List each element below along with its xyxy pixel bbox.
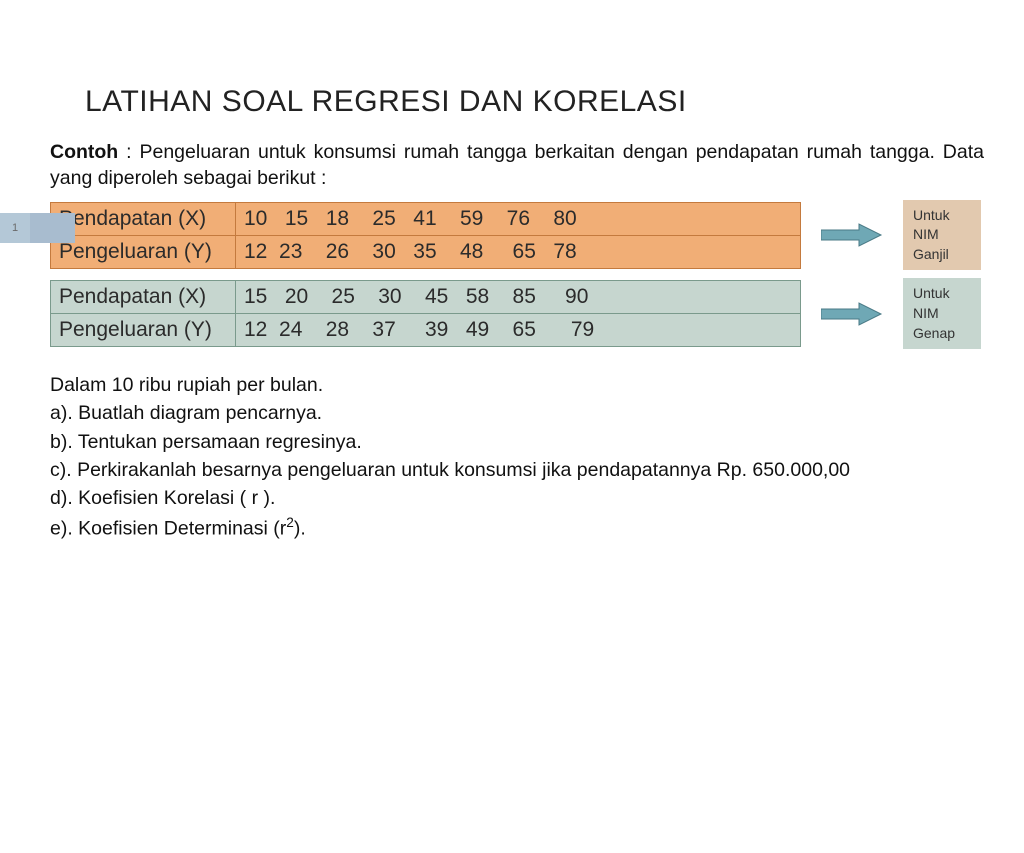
body-l5: e). Koefisien Determinasi (r2). — [50, 513, 984, 543]
table-row: Pengeluaran (Y) 12 23 26 30 35 48 65 78 — [51, 235, 801, 268]
body-l1: a). Buatlah diagram pencarnya. — [50, 399, 984, 427]
note1-l2: NIM — [913, 225, 971, 245]
title-bar: LATIHAN SOAL REGRESI DAN KORELASI — [30, 85, 1024, 119]
t2-r1-vals: 15 20 25 30 45 58 85 90 — [236, 281, 801, 314]
body-l4: d). Koefisien Korelasi ( r ). — [50, 484, 984, 512]
note2-l3: Genap — [913, 324, 971, 344]
data-table-1: Pendapatan (X) 10 15 18 25 41 59 76 80 P… — [50, 202, 801, 269]
note2-l2: NIM — [913, 304, 971, 324]
intro-text: : Pengeluaran untuk konsumsi rumah tangg… — [50, 141, 984, 189]
intro-label: Contoh — [50, 141, 118, 163]
title-accent-bar — [30, 213, 75, 243]
t2-r1-label: Pendapatan (X) — [51, 281, 236, 314]
body-l5-pre: e). Koefisien Determinasi (r — [50, 517, 286, 539]
page-title: LATIHAN SOAL REGRESI DAN KORELASI — [85, 85, 687, 119]
table1-row: Pendapatan (X) 10 15 18 25 41 59 76 80 P… — [50, 200, 984, 271]
note2-l1: Untuk — [913, 284, 971, 304]
table-row: Pendapatan (X) 10 15 18 25 41 59 76 80 — [51, 202, 801, 235]
t1-r2-label: Pengeluaran (Y) — [51, 235, 236, 268]
questions-block: Dalam 10 ribu rupiah per bulan. a). Buat… — [50, 371, 984, 542]
body-l5-post: ). — [294, 517, 306, 539]
page-number: 1 — [12, 222, 18, 234]
arrow-shape — [821, 224, 881, 246]
body-l3: c). Perkirakanlah besarnya pengeluaran u… — [50, 456, 984, 484]
t1-r2-vals: 12 23 26 30 35 48 65 78 — [236, 235, 801, 268]
t1-r1-vals: 10 15 18 25 41 59 76 80 — [236, 202, 801, 235]
content-area: Contoh : Pengeluaran untuk konsumsi ruma… — [50, 139, 984, 542]
body-l0: Dalam 10 ribu rupiah per bulan. — [50, 371, 984, 399]
body-l2: b). Tentukan persamaan regresinya. — [50, 428, 984, 456]
intro-paragraph: Contoh : Pengeluaran untuk konsumsi ruma… — [50, 139, 984, 192]
note-genap: Untuk NIM Genap — [903, 278, 981, 349]
arrow-icon — [821, 301, 883, 327]
t2-r2-label: Pengeluaran (Y) — [51, 314, 236, 347]
body-l5-sup: 2 — [286, 515, 294, 530]
page-number-badge: 1 — [0, 213, 30, 243]
table-row: Pendapatan (X) 15 20 25 30 45 58 85 90 — [51, 281, 801, 314]
arrow-shape — [821, 303, 881, 325]
note1-l3: Ganjil — [913, 245, 971, 265]
note1-l1: Untuk — [913, 206, 971, 226]
arrow-icon — [821, 222, 883, 248]
data-table-2: Pendapatan (X) 15 20 25 30 45 58 85 90 P… — [50, 280, 801, 347]
note-ganjil: Untuk NIM Ganjil — [903, 200, 981, 271]
table2-row: Pendapatan (X) 15 20 25 30 45 58 85 90 P… — [50, 278, 984, 349]
table-row: Pengeluaran (Y) 12 24 28 37 39 49 65 79 — [51, 314, 801, 347]
t1-r1-label: Pendapatan (X) — [51, 202, 236, 235]
t2-r2-vals: 12 24 28 37 39 49 65 79 — [236, 314, 801, 347]
